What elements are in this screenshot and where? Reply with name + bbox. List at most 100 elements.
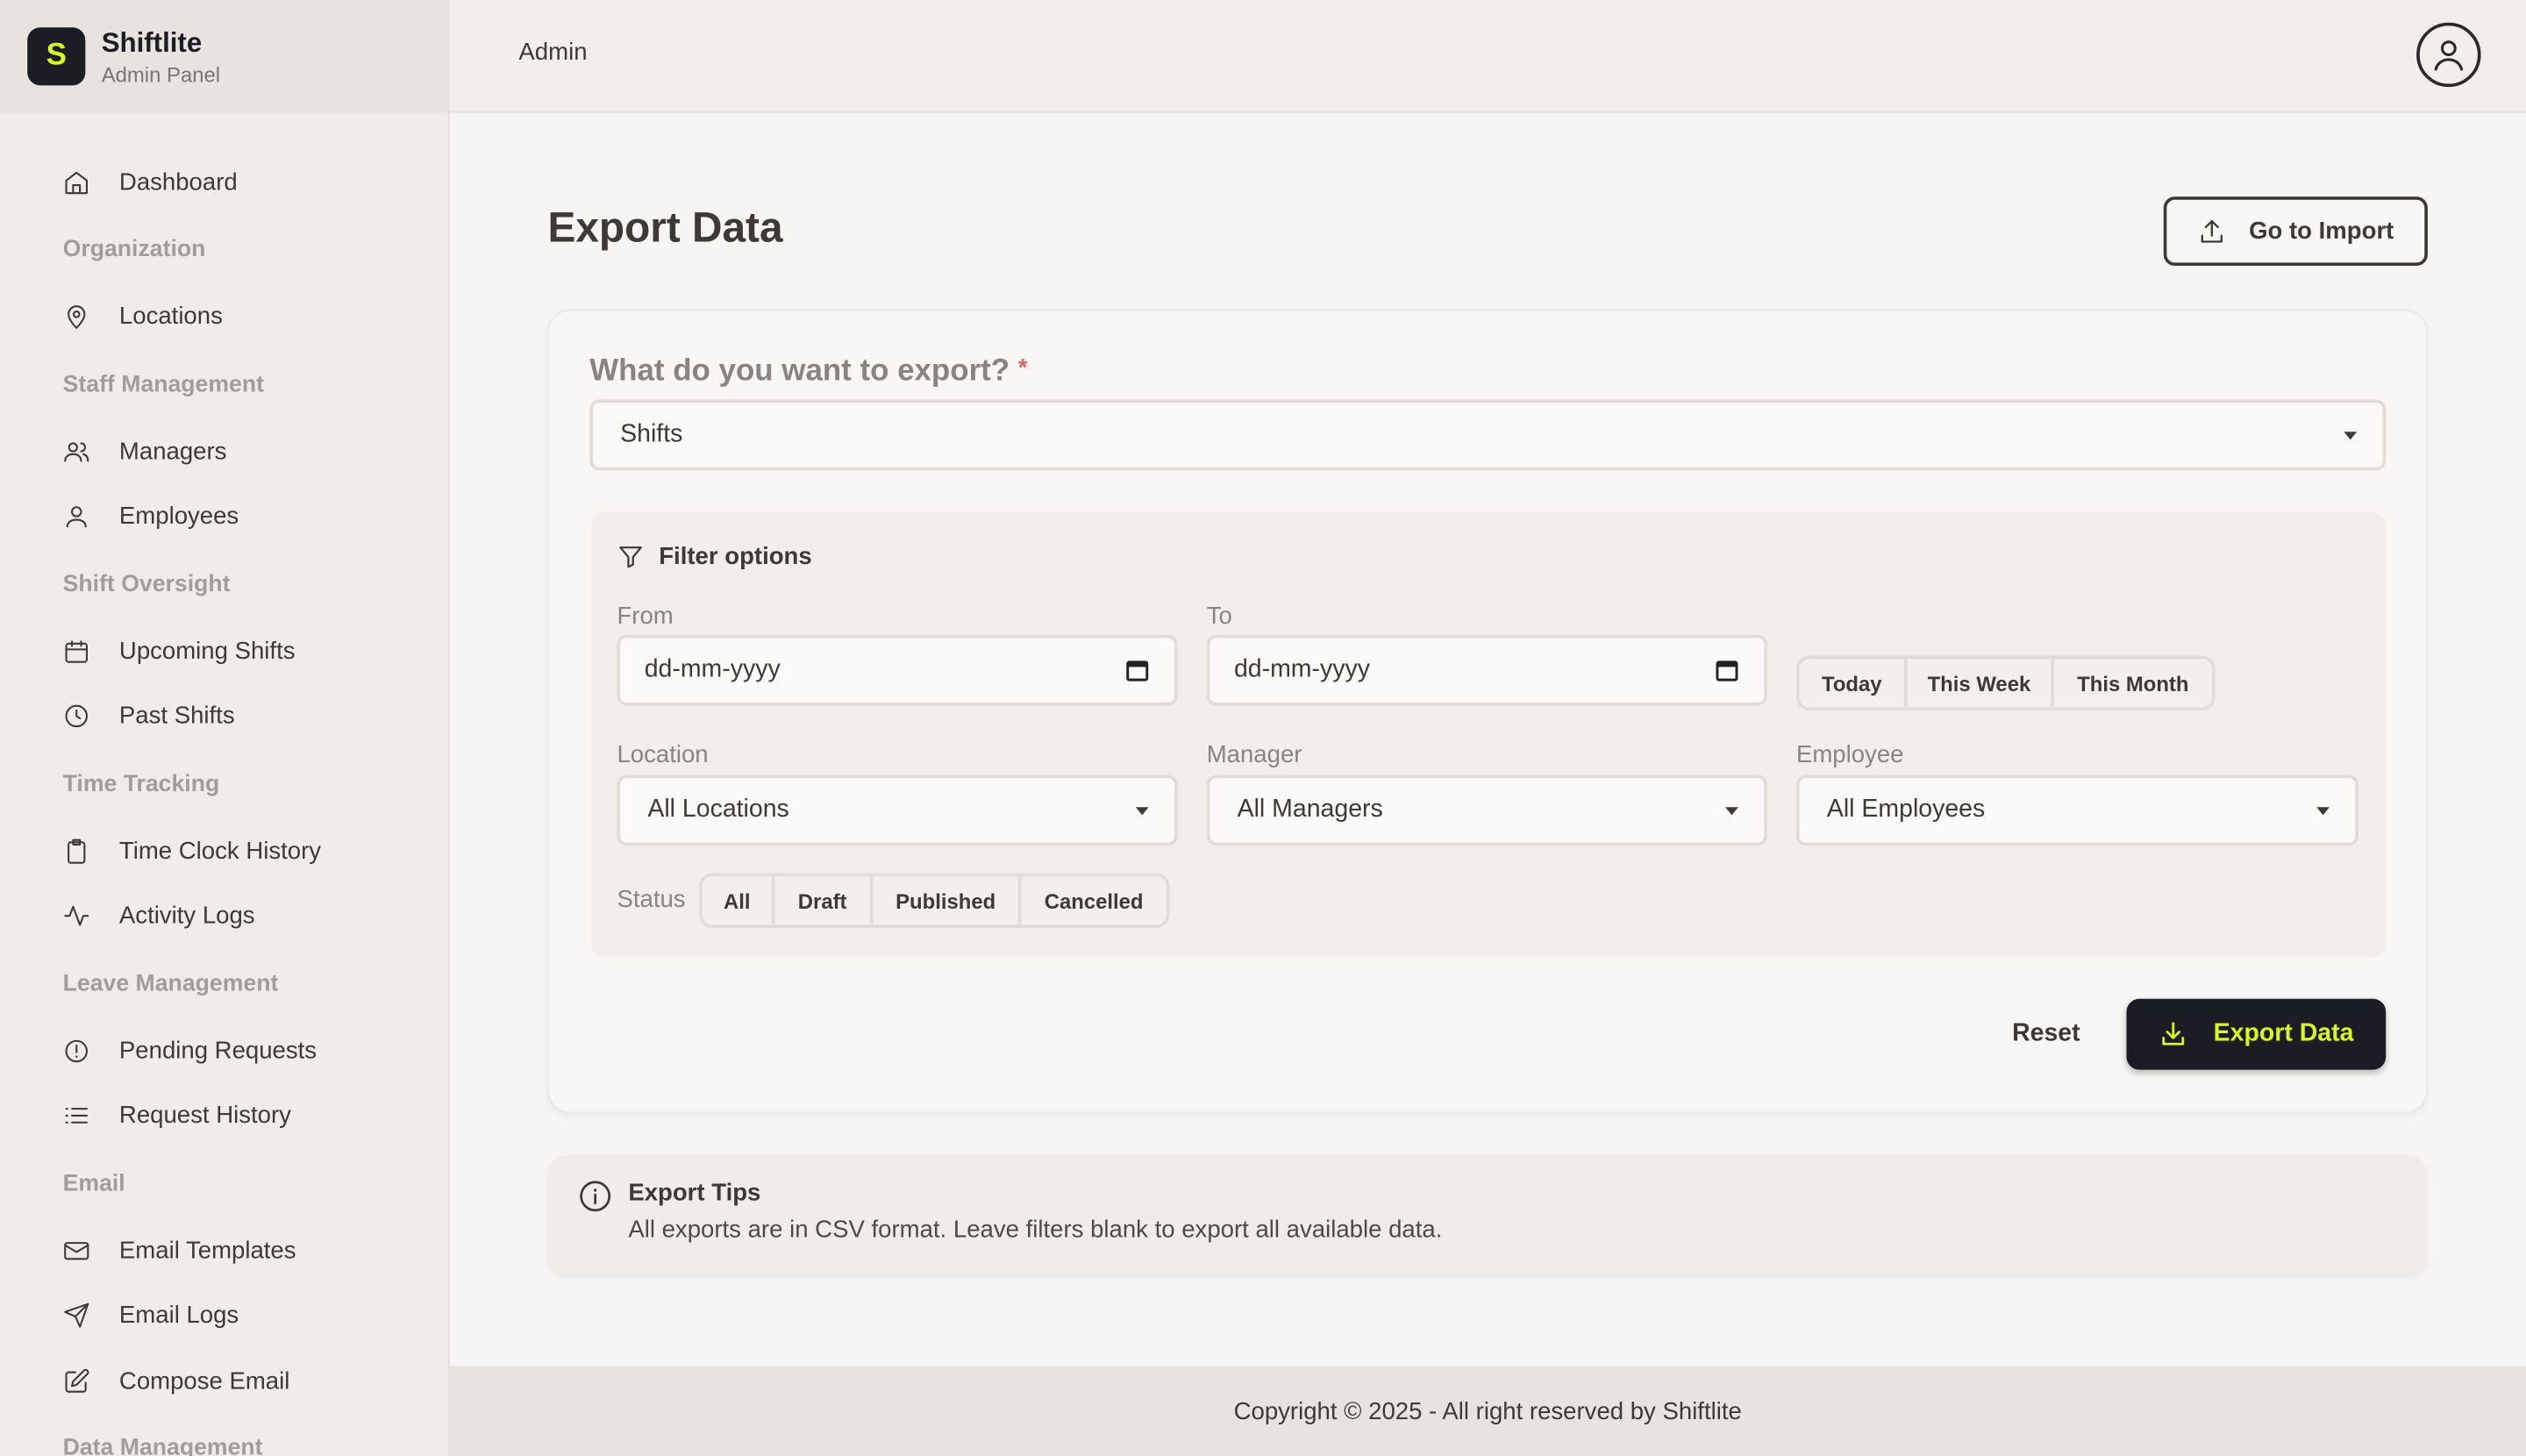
sidebar-item-label: Time Clock History	[118, 837, 322, 865]
activity-icon	[64, 906, 89, 927]
to-date-input[interactable]: dd-mm-yyyy	[1206, 634, 1767, 706]
sidebar-item-upcoming-shifts[interactable]: Upcoming Shifts	[0, 618, 448, 683]
mail-icon	[64, 1241, 89, 1260]
upload-icon	[2201, 219, 2223, 242]
brand-name: Shiftlite	[101, 26, 203, 58]
clock-icon	[65, 705, 88, 728]
sidebar-item-time-clock-history[interactable]: Time Clock History	[0, 818, 448, 883]
sidebar-item-label: Upcoming Shifts	[118, 637, 296, 666]
sidebar-section-shift-oversight: Shift Oversight	[62, 571, 231, 597]
filter-header: Filter options	[617, 543, 812, 570]
edit-icon	[65, 1368, 89, 1393]
topbar: Admin	[449, 0, 2526, 113]
export-data-button[interactable]: Export Data	[2126, 998, 2387, 1070]
sidebar-item-label: Request History	[118, 1102, 291, 1131]
quick-range-this-week[interactable]: This Week	[1908, 659, 2054, 708]
sidebar-item-dashboard[interactable]: Dashboard	[0, 150, 448, 215]
sidebar-item-locations[interactable]: Locations	[0, 284, 448, 349]
employee-value: All Employees	[1826, 796, 1986, 824]
brand[interactable]: S Shiftlite Admin Panel	[0, 0, 448, 113]
sidebar-item-label: Managers	[118, 438, 227, 466]
filter-icon	[619, 546, 642, 568]
status-all[interactable]: All	[703, 876, 775, 925]
clipboard-icon	[68, 839, 86, 864]
alert-circle-icon	[65, 1039, 88, 1062]
sidebar-item-past-shifts[interactable]: Past Shifts	[0, 684, 448, 749]
sidebar-section-leave-management: Leave Management	[62, 970, 279, 997]
employee-label: Employee	[1795, 740, 1904, 769]
from-label: From	[617, 602, 674, 631]
export-type-label-text: What do you want to export?	[589, 354, 1010, 389]
status-group: All Draft Published Cancelled	[699, 873, 1170, 928]
quick-range-this-month[interactable]: This Month	[2077, 671, 2189, 696]
required-mark: *	[1017, 354, 1028, 382]
status-draft[interactable]: Draft	[774, 876, 874, 925]
download-icon	[2162, 1022, 2185, 1046]
manager-label: Manager	[1206, 740, 1302, 769]
quick-range-today[interactable]: Today	[1800, 659, 1908, 708]
status-cancelled[interactable]: Cancelled	[1044, 888, 1144, 913]
sidebar-item-label: Pending Requests	[118, 1037, 318, 1065]
users-icon	[64, 441, 89, 462]
info-icon	[580, 1181, 611, 1212]
export-type-value: Shifts	[620, 420, 683, 448]
chevron-down-icon	[1725, 806, 1738, 815]
employee-select[interactable]: All Employees	[1795, 774, 2358, 846]
user-avatar-button[interactable]	[2416, 22, 2481, 88]
home-icon	[65, 171, 88, 194]
to-date-placeholder: dd-mm-yyyy	[1233, 655, 1370, 683]
sidebar-item-activity-logs[interactable]: Activity Logs	[0, 883, 448, 948]
sidebar-item-label: Locations	[118, 303, 223, 331]
quick-range-group: Today This Week This Month	[1795, 655, 2216, 711]
list-icon	[65, 1108, 88, 1124]
topbar-title: Admin	[518, 39, 588, 67]
sidebar-item-label: Compose Email	[118, 1367, 290, 1395]
tips-title: Export Tips	[628, 1179, 761, 1207]
chevron-down-icon	[1135, 806, 1149, 815]
user-icon	[66, 506, 87, 528]
reset-button[interactable]: Reset	[2012, 1019, 2080, 1047]
sidebar-item-label: Email Templates	[118, 1237, 296, 1265]
manager-select[interactable]: All Managers	[1206, 774, 1767, 846]
footer: Copyright © 2025 - All right reserved by…	[449, 1366, 2526, 1456]
status-label: Status	[617, 886, 686, 914]
sidebar-item-pending-requests[interactable]: Pending Requests	[0, 1018, 448, 1083]
map-pin-icon	[68, 305, 86, 330]
sidebar-item-email-logs[interactable]: Email Logs	[0, 1283, 448, 1348]
tips-text: All exports are in CSV format. Leave fil…	[628, 1216, 1443, 1244]
brand-subtitle: Admin Panel	[101, 61, 221, 87]
sidebar-item-request-history[interactable]: Request History	[0, 1083, 448, 1148]
sidebar-section-time-tracking: Time Tracking	[62, 770, 220, 797]
sidebar-item-email-templates[interactable]: Email Templates	[0, 1218, 448, 1283]
sidebar-section-staff-management: Staff Management	[62, 371, 265, 397]
location-select[interactable]: All Locations	[617, 774, 1178, 846]
send-icon	[64, 1303, 89, 1329]
chevron-down-icon	[2316, 806, 2330, 815]
sidebar-item-compose-email[interactable]: Compose Email	[0, 1348, 448, 1413]
manager-value: All Managers	[1237, 796, 1383, 824]
sidebar-section-data-management: Data Management	[62, 1435, 263, 1456]
sidebar-section-email: Email	[62, 1170, 125, 1196]
sidebar-item-employees[interactable]: Employees	[0, 484, 448, 549]
to-label: To	[1206, 602, 1232, 631]
export-type-select[interactable]: Shifts	[589, 399, 2387, 471]
from-date-input[interactable]: dd-mm-yyyy	[617, 634, 1178, 706]
calendar-icon[interactable]	[1126, 659, 1149, 682]
user-circle-icon	[2434, 40, 2464, 71]
calendar-icon[interactable]	[1716, 659, 1738, 682]
location-value: All Locations	[647, 796, 789, 824]
status-published[interactable]: Published	[874, 876, 1022, 925]
chevron-down-icon	[2344, 431, 2358, 439]
go-to-import-label: Go to Import	[2249, 217, 2394, 246]
logo: S	[27, 27, 86, 86]
from-date-placeholder: dd-mm-yyyy	[644, 655, 781, 683]
go-to-import-button[interactable]: Go to Import	[2163, 196, 2428, 267]
copyright-text: Copyright © 2025 - All right reserved by…	[1233, 1397, 1742, 1425]
sidebar-item-label: Employees	[118, 503, 239, 531]
export-tips: Export Tips All exports are in CSV forma…	[547, 1154, 2427, 1274]
sidebar-section-organization: Organization	[62, 237, 206, 263]
sidebar-nav: Dashboard Organization Locations Staff Mana…	[0, 150, 448, 1456]
sidebar-item-managers[interactable]: Managers	[0, 419, 448, 484]
location-label: Location	[617, 740, 709, 769]
